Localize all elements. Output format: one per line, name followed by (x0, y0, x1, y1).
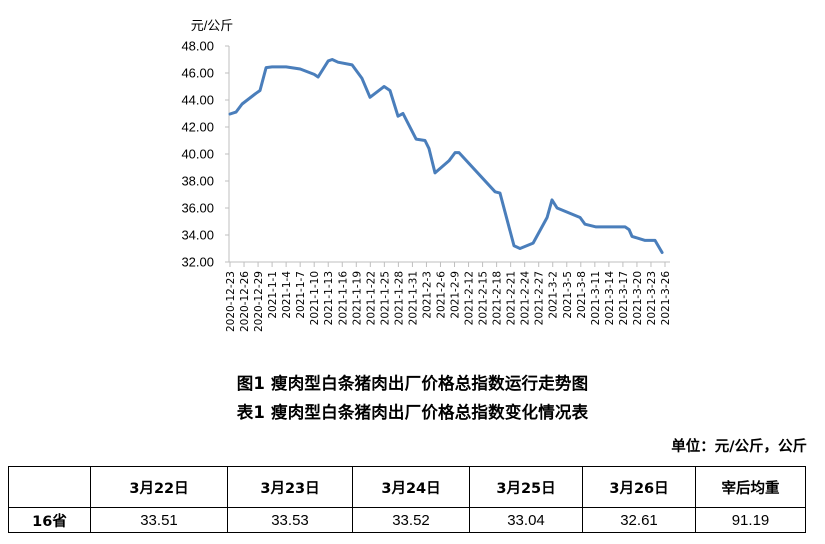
x-tick-label: 2021-3-11 (590, 271, 602, 325)
line-chart: 元/公斤 32.00 34.00 36.00 38.00 40.00 42.00 44.00… (181, 18, 672, 332)
x-tick-label: 2021-1-13 (323, 271, 335, 325)
table-cell: 33.53 (227, 507, 353, 533)
y-tick-label: 36.00 (181, 201, 214, 216)
y-axis-unit-label: 元/公斤 (191, 18, 234, 33)
x-tick-label: 2021-1-1 (267, 271, 279, 319)
table-header-cell: 3月23日 (227, 466, 353, 508)
table-header-cell: 3月24日 (352, 466, 470, 508)
x-tick-label: 2021-2-24 (520, 271, 532, 326)
x-tick-label: 2021-2-6 (435, 271, 447, 319)
x-tick-label: 2021-1-10 (309, 271, 321, 325)
y-tick-label: 46.00 (181, 66, 214, 81)
x-tick-label: 2021-1-16 (337, 271, 349, 326)
x-tick-label: 2021-3-17 (618, 271, 630, 325)
x-tick-label: 2021-1-19 (351, 271, 363, 325)
table-row: 16省 33.51 33.53 33.52 33.04 32.61 91.19 (8, 507, 806, 533)
table-header-cell: 3月22日 (90, 466, 228, 508)
x-tick-label: 2021-2-21 (506, 271, 518, 325)
x-tick-label: 2021-3-5 (562, 271, 574, 319)
y-tick-label: 42.00 (181, 120, 214, 135)
table-cell: 91.19 (695, 507, 806, 533)
table-row-label: 16省 (8, 507, 91, 533)
x-tick-label: 2021-1-22 (365, 271, 377, 325)
figure-caption: 图1 瘦肉型白条猪肉出厂价格总指数运行走势图 (236, 374, 589, 393)
unit-note: 单位：元/公斤，公斤 (671, 439, 807, 455)
x-tick-label: 2021-1-7 (295, 271, 307, 319)
x-tick-label: 2021-1-4 (281, 271, 293, 319)
table-cell: 33.04 (469, 507, 583, 533)
x-tick-label: 2021-2-3 (421, 271, 433, 319)
x-tick-label: 2020-12-26 (239, 271, 251, 332)
x-tick-label: 2021-1-28 (393, 271, 405, 325)
y-tick-label: 48.00 (181, 39, 214, 54)
x-tick-label: 2021-2-15 (478, 271, 490, 325)
x-tick-label: 2021-2-18 (492, 271, 504, 325)
y-tick-label: 44.00 (181, 93, 214, 108)
x-tick-label: 2021-2-27 (534, 271, 546, 325)
x-tick-label: 2021-3-23 (646, 271, 658, 325)
x-tick-label: 2021-1-25 (379, 271, 391, 325)
y-tick-label: 40.00 (181, 147, 214, 162)
y-tick-label: 32.00 (181, 255, 214, 270)
table-header-cell: 宰后均重 (695, 466, 806, 508)
x-tick-label: 2021-3-8 (576, 271, 588, 319)
x-axis: 2020-12-23 2020-12-26 2020-12-29 2021-1-1 20… (225, 261, 672, 332)
x-tick-label: 2021-2-12 (464, 271, 476, 325)
x-tick-label: 2021-3-26 (660, 271, 672, 326)
x-tick-label: 2021-3-2 (548, 271, 560, 319)
y-tick-label: 38.00 (181, 174, 214, 189)
x-tick-label: 2021-3-14 (604, 271, 616, 326)
x-tick-label: 2020-12-23 (225, 271, 237, 332)
x-tick-label: 2021-3-20 (632, 271, 644, 325)
table-header-cell: 3月26日 (582, 466, 696, 508)
y-tick-label: 34.00 (181, 228, 214, 243)
price-index-line (228, 58, 664, 254)
table-cell: 33.51 (90, 507, 228, 533)
x-tick-label: 2021-1-31 (407, 271, 419, 325)
table-header-row: 3月22日 3月23日 3月24日 3月25日 3月26日 宰后均重 (8, 466, 806, 508)
x-tick-label: 2020-12-29 (253, 271, 265, 332)
table-header-cell: 3月25日 (469, 466, 583, 508)
table-cell: 33.52 (352, 507, 470, 533)
y-axis: 32.00 34.00 36.00 38.00 40.00 42.00 44.00 46.00… (181, 39, 230, 270)
x-tick-label: 2021-2-9 (450, 271, 462, 319)
table-header-cell (8, 466, 91, 508)
table-cell: 32.61 (582, 507, 696, 533)
price-index-table: 3月22日 3月23日 3月24日 3月25日 3月26日 宰后均重 16省 3… (8, 466, 806, 533)
table-caption: 表1 瘦肉型白条猪肉出厂价格总指数变化情况表 (236, 403, 589, 422)
